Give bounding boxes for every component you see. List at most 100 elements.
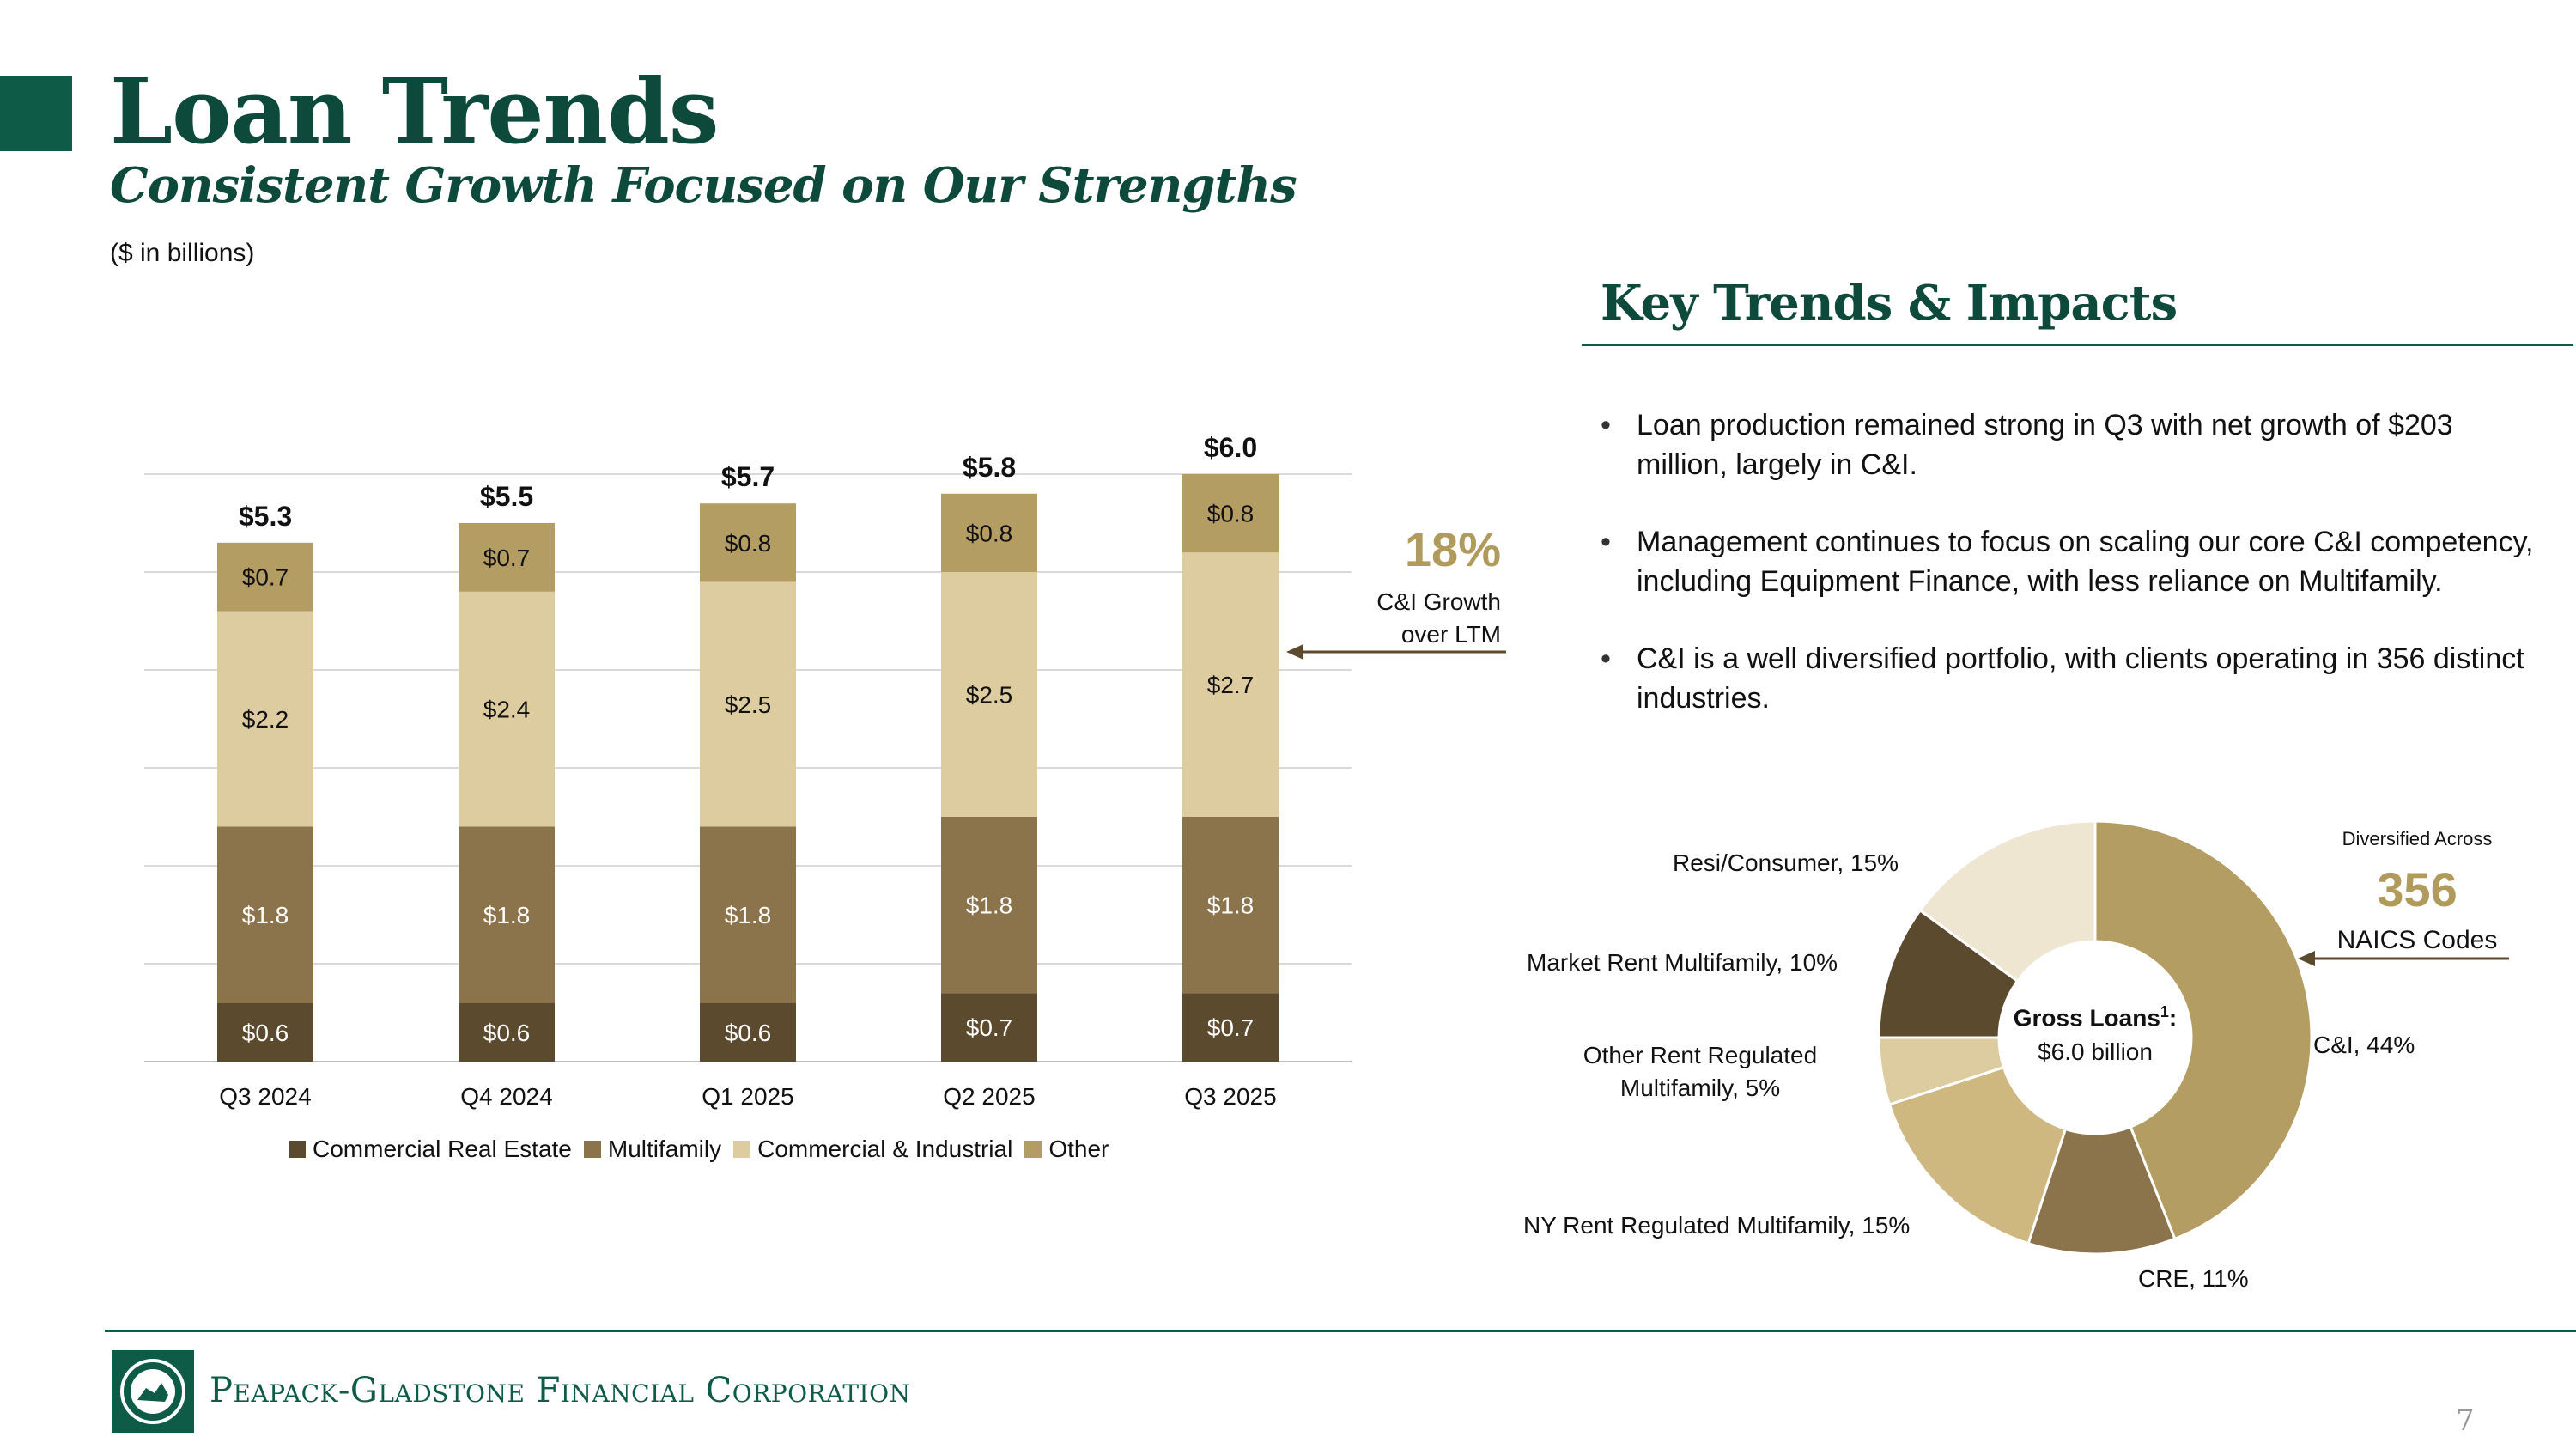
bar-segment xyxy=(1182,474,1279,553)
legend-label-multifamily: Multifamily xyxy=(607,1135,722,1162)
naics-bottom-text: NAICS Codes xyxy=(2336,926,2498,954)
bar-data-label: $2.4 xyxy=(483,697,531,723)
bar-data-label: $1.8 xyxy=(725,902,772,928)
legend-swatch-other xyxy=(1024,1141,1042,1158)
naics-callout: Diversified Across 356 NAICS Codes xyxy=(2310,828,2524,955)
donut-label-resi-consumer: Resi/Consumer, 15% xyxy=(1673,849,1899,876)
donut-center-footnote: 1 xyxy=(2160,1003,2169,1020)
bar-segment xyxy=(459,591,555,827)
legend-swatch-ci xyxy=(733,1141,751,1158)
bar-segment xyxy=(700,826,796,1003)
donut-center-title: Gross Loans xyxy=(2013,1004,2160,1032)
bar-data-label: $0.8 xyxy=(1207,501,1255,527)
donut-slice xyxy=(2026,1125,2177,1256)
bar-segment xyxy=(217,542,313,612)
ci-growth-value: 18% xyxy=(1404,522,1501,576)
bar-data-label: $0.6 xyxy=(483,1020,531,1046)
page-title: Loan Trends xyxy=(110,58,719,164)
units-note: ($ in billions) xyxy=(110,239,255,267)
legend-item-cre: Commercial Real Estate xyxy=(289,1135,572,1163)
key-trends-divider xyxy=(1582,344,2573,346)
bar-segment xyxy=(217,1002,313,1062)
legend-swatch-cre xyxy=(289,1141,306,1158)
x-tick-label: Q2 2025 xyxy=(943,1083,1035,1110)
donut-label-ny-rent-regulated: NY Rent Regulated Multifamily, 15% xyxy=(1523,1212,1911,1239)
stacked-bar-chart xyxy=(217,474,1279,1062)
donut-slice xyxy=(1887,1065,2068,1245)
bar-segment xyxy=(1182,817,1279,994)
company-name: Peapack-Gladstone Financial Corporation xyxy=(210,1371,911,1410)
bar-segment xyxy=(1182,993,1279,1062)
bar-data-label: $0.6 xyxy=(242,1020,289,1046)
donut-center-label: Gross Loans1: $6.0 billion xyxy=(2005,995,2185,1069)
bar-data-label: $0.7 xyxy=(242,564,289,591)
bar-segment xyxy=(941,493,1037,572)
donut-slice xyxy=(2093,819,2313,1241)
bar-segment xyxy=(459,826,555,1003)
key-trend-bullet: Loan production remained strong in Q3 wi… xyxy=(1601,405,2545,484)
bar-data-label: $1.8 xyxy=(1207,892,1255,919)
bar-segment xyxy=(459,523,555,592)
bar-data-label: $1.8 xyxy=(242,902,289,928)
legend-item-other: Other xyxy=(1024,1135,1109,1163)
legend-item-multifamily: Multifamily xyxy=(583,1135,722,1163)
bar-data-label: $0.7 xyxy=(966,1014,1013,1041)
naics-number: 356 xyxy=(2377,862,2458,916)
bar-segment xyxy=(941,993,1037,1062)
bar-segment xyxy=(217,826,313,1003)
donut-label-ci: C&I, 44% xyxy=(2313,1032,2415,1058)
footer-divider xyxy=(105,1330,2576,1332)
bar-total-label: $5.3 xyxy=(239,501,292,532)
bar-segment xyxy=(1182,552,1279,817)
bar-total-label: $6.0 xyxy=(1204,432,1257,463)
naics-arrow xyxy=(2298,951,2509,966)
donut-slice xyxy=(1918,819,2097,983)
ci-growth-callout: 18% C&I Growth over LTM xyxy=(1340,526,1501,651)
bar-data-label: $2.7 xyxy=(1207,672,1255,698)
x-tick-label: Q4 2024 xyxy=(460,1083,552,1110)
ci-arrow-head xyxy=(1286,644,1303,660)
ci-growth-line2: over LTM xyxy=(1400,621,1501,648)
legend-label-cre: Commercial Real Estate xyxy=(313,1135,572,1162)
bar-segment xyxy=(700,1002,796,1062)
bar-data-label: $2.5 xyxy=(966,682,1013,709)
legend-item-ci: Commercial & Industrial xyxy=(733,1135,1012,1163)
key-trends-heading: Key Trends & Impacts xyxy=(1601,275,2178,332)
donut-label-other-rent-regulated-line2: Multifamily, 5% xyxy=(1619,1075,1781,1101)
bar-data-label: $1.8 xyxy=(483,902,531,928)
bar-total-label: $5.8 xyxy=(963,452,1016,483)
bar-segment xyxy=(700,581,796,827)
bar-total-label: $5.7 xyxy=(721,461,775,492)
page-number: 7 xyxy=(2456,1403,2475,1438)
key-trends-list: Loan production remained strong in Q3 wi… xyxy=(1601,405,2545,756)
key-trend-bullet: C&I is a well diversified portfolio, wit… xyxy=(1601,639,2545,718)
donut-label-market-rent-multifamily: Market Rent Multifamily, 10% xyxy=(1527,949,1838,976)
donut-label-other-rent-regulated: Other Rent Regulated Multifamily, 5% xyxy=(1571,1039,1829,1105)
key-trend-bullet: Management continues to focus on scaling… xyxy=(1601,522,2545,601)
bar-data-label: $0.7 xyxy=(1207,1014,1255,1041)
page-subtitle: Consistent Growth Focused on Our Strengt… xyxy=(110,157,1297,214)
bar-data-label: $2.5 xyxy=(725,691,772,718)
donut-label-other-rent-regulated-line1: Other Rent Regulated xyxy=(1583,1042,1818,1068)
bar-data-label: $0.8 xyxy=(725,530,772,557)
company-logo xyxy=(112,1350,194,1433)
ci-growth-arrow xyxy=(1286,644,1506,660)
legend-label-other: Other xyxy=(1048,1135,1109,1162)
bar-data-label: $0.6 xyxy=(725,1020,772,1046)
bar-segment xyxy=(217,611,313,827)
naics-top-text: Diversified Across xyxy=(2342,828,2493,849)
bar-data-label: $2.2 xyxy=(242,706,289,733)
bar-chart-labels: $0.6 $1.8 $2.2 $0.7 $5.3 Q3 2024 $0.6 $1.8 $2.4 $… xyxy=(219,432,1276,1110)
x-tick-label: Q3 2024 xyxy=(219,1083,311,1110)
bar-segment xyxy=(941,817,1037,994)
bar-total-label: $5.5 xyxy=(480,481,533,512)
gross-loans-donut-chart xyxy=(1877,819,2313,1256)
x-tick-label: Q1 2025 xyxy=(702,1083,793,1110)
donut-label-cre: CRE, 11% xyxy=(2138,1265,2249,1292)
legend-swatch-multifamily xyxy=(583,1141,601,1158)
bar-chart-legend: Commercial Real Estate Multifamily Comme… xyxy=(289,1135,1121,1163)
ci-growth-line1: C&I Growth xyxy=(1376,588,1501,615)
bar-segment xyxy=(459,1002,555,1062)
legend-label-ci: Commercial & Industrial xyxy=(757,1135,1013,1162)
